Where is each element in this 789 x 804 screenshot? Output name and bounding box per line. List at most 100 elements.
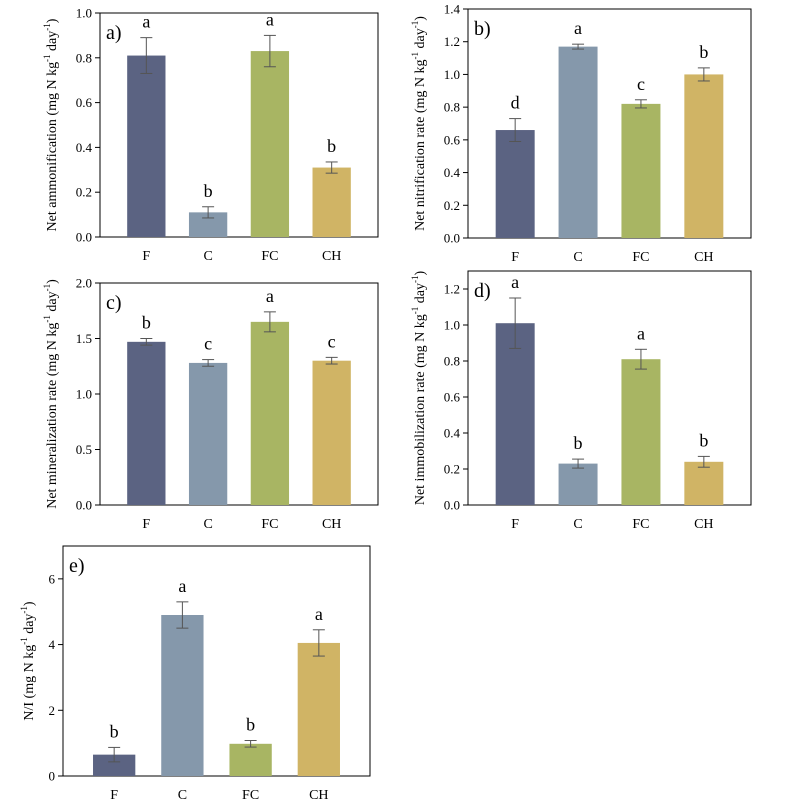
y-axis-title: Net mineralization rate (mg N kg-1 day-1… [42,279,60,509]
bar-fc [250,321,290,505]
bar-c [558,463,598,505]
x-tick-label: C [573,250,582,265]
y-tick-label: 1.0 [444,67,460,82]
bar-c [161,615,204,776]
panel-label: c) [106,292,122,314]
y-tick-label: 1.0 [76,6,92,21]
y-tick-label: 0.2 [76,185,92,200]
y-tick-label: 0 [49,769,56,784]
panel-d: 0.0 0.2 0.4 0.6 0.8 1.0 1.2 a Fb Ca FC b CH d) Net imm… [410,270,752,532]
significance-letter: a [142,12,150,32]
significance-letter: a [511,272,519,292]
x-tick-label: F [142,517,150,532]
x-tick-label: F [511,250,519,265]
x-tick-label: F [511,517,519,532]
x-tick-label: CH [322,517,341,532]
bar-fc [250,51,290,237]
x-tick-label: FC [261,517,278,532]
y-tick-label: 0.8 [76,50,92,65]
y-tick-label: 0.4 [76,140,93,155]
significance-letter: a [637,323,645,343]
plot-frame [467,8,752,239]
y-tick-label: 1.2 [444,282,460,297]
bar-f [127,55,166,238]
x-tick-label: FC [261,249,278,264]
plot-frame [99,12,379,238]
x-tick-label: C [203,517,212,532]
plot-frame [467,270,752,506]
y-tick-label: 1.2 [444,34,460,49]
panel-e: 0 2 4 6 b Fa Cb FC a CH e) N/I (mg N kg-1 day-1) [19,545,371,803]
significance-letter: b [327,136,336,156]
bar-c [558,46,598,238]
bar-f [495,130,535,238]
bar-fc [229,743,272,776]
y-tick-label: 0.8 [444,100,460,115]
significance-letter: a [315,604,323,624]
panel-a: 0.0 0.2 0.4 0.6 0.8 1.0 a Fb Ca FC b CH a) Net ammoni… [42,6,379,264]
significance-letter: b [699,42,708,62]
x-tick-label: CH [694,517,713,532]
significance-letter: b [204,181,213,201]
panel-c: 0.0 0.5 1.0 1.5 2.0 b Fc Ca FC c CH c) Net mineraliz… [42,276,379,532]
x-tick-label: C [178,788,187,803]
significance-letter: a [266,9,274,29]
panel-label: a) [106,22,122,44]
y-axis-title: Net nitrification rate (mg N kg-1 day-1) [410,16,428,231]
significance-letter: c [328,331,336,351]
y-tick-label: 0.5 [76,442,92,457]
bar-fc [621,359,661,505]
x-tick-label: CH [309,788,328,803]
x-tick-label: CH [694,250,713,265]
significance-letter: b [246,715,255,735]
panel-label: b) [474,18,491,40]
x-tick-label: C [573,517,582,532]
bar-ch [312,167,351,237]
y-tick-label: 1.4 [444,2,461,17]
bar-c [188,362,228,505]
y-tick-label: 0.6 [444,390,461,405]
y-axis-title: N/I (mg N kg-1 day-1) [19,601,37,721]
y-tick-label: 0.0 [444,498,460,513]
panel-label: e) [69,555,85,577]
bar-fc [621,103,661,238]
y-tick-label: 1.0 [444,318,460,333]
plot-frame [62,545,371,777]
bar-ch [312,360,351,505]
y-tick-label: 0.0 [76,498,92,513]
bar-ch [684,461,724,505]
significance-letter: a [266,286,274,306]
x-tick-label: FC [632,250,649,265]
significance-letter: b [142,313,151,333]
y-tick-label: 0.4 [444,165,461,180]
significance-letter: a [574,18,582,38]
significance-letter: d [511,93,520,113]
significance-letter: b [110,721,119,741]
y-tick-label: 0.6 [76,95,93,110]
y-tick-label: 0.6 [444,132,461,147]
y-axis-title: Net immobilization rate (mg N kg-1 day-1… [410,271,428,506]
y-tick-label: 0.8 [444,354,460,369]
y-tick-label: 0.4 [444,426,461,441]
y-tick-label: 1.0 [76,387,92,402]
y-tick-label: 0.0 [76,230,92,245]
x-tick-label: F [110,788,118,803]
y-tick-label: 2.0 [76,276,92,291]
x-tick-label: FC [242,788,259,803]
x-tick-label: C [203,249,212,264]
significance-letter: b [699,430,708,450]
significance-letter: c [204,334,212,354]
y-tick-label: 2 [49,703,56,718]
bar-ch [297,642,340,776]
y-axis-title: Net ammonification (mg N kg-1 day-1) [42,18,60,231]
bar-f [495,323,535,505]
y-tick-label: 0.2 [444,462,460,477]
y-tick-label: 1.5 [76,331,92,346]
bar-f [93,754,136,776]
significance-letter: c [637,74,645,94]
panel-b: 0.0 0.2 0.4 0.6 0.8 1.0 1.2 1.4 d Fa Cc FC b CH b) Net … [410,2,752,265]
x-tick-label: FC [632,517,649,532]
panel-label: d) [474,280,491,302]
bar-ch [684,74,724,238]
